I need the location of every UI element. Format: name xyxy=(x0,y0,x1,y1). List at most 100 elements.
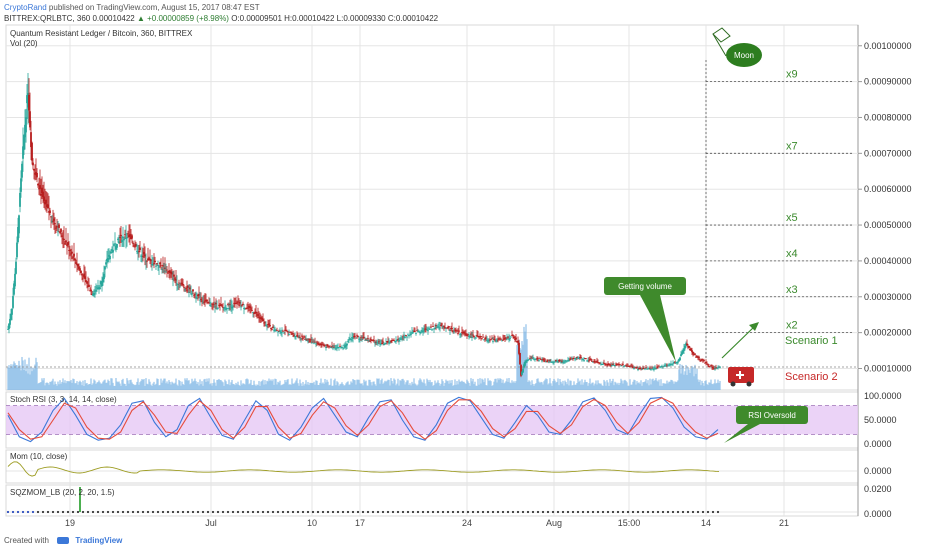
volume-bar xyxy=(266,380,268,390)
created-with-text: Created with xyxy=(4,536,49,545)
volume-bar xyxy=(242,383,244,390)
candle-body xyxy=(367,338,369,340)
candle-body xyxy=(603,362,605,364)
candle-body xyxy=(179,285,181,287)
candle-body xyxy=(627,366,629,367)
candle-body xyxy=(315,343,317,345)
candle-body xyxy=(90,289,92,292)
volume-bar xyxy=(634,380,636,390)
volume-bar xyxy=(134,385,136,390)
author-link[interactable]: CryptoRand xyxy=(4,3,47,12)
candle-body xyxy=(432,326,434,327)
volume-bar xyxy=(567,378,569,390)
candle-body xyxy=(408,335,410,337)
candle-body xyxy=(664,365,666,367)
sqz-dot xyxy=(11,510,15,514)
sqz-dot xyxy=(181,510,185,514)
candle-body xyxy=(309,340,311,342)
candle-body xyxy=(665,365,667,367)
volume-bar xyxy=(639,383,641,390)
candle-body xyxy=(210,305,212,307)
candle-body xyxy=(601,364,603,365)
candle-body xyxy=(410,334,412,335)
candle-body xyxy=(219,305,221,306)
candle-body xyxy=(137,252,139,254)
volume-bar xyxy=(612,378,614,390)
candle-body xyxy=(595,361,597,363)
candle-body xyxy=(321,344,323,346)
candle-body xyxy=(541,360,543,362)
candle-body xyxy=(24,124,26,138)
volume-bar xyxy=(618,384,620,390)
volume-bar xyxy=(385,381,387,390)
volume-bar xyxy=(677,380,679,390)
volume-bar xyxy=(475,385,477,390)
volume-bar xyxy=(514,382,516,390)
volume-bar xyxy=(25,371,27,390)
volume-bar xyxy=(486,385,488,390)
volume-bar xyxy=(379,383,381,390)
volume-bar xyxy=(281,384,283,390)
volume-bar xyxy=(315,380,317,390)
candle-body xyxy=(296,334,298,336)
candle-body xyxy=(488,340,490,341)
candle-body xyxy=(652,368,654,370)
volume-bar xyxy=(287,379,289,390)
candle-body xyxy=(124,234,126,236)
candle-body xyxy=(250,308,252,310)
volume-bar xyxy=(188,380,190,390)
candle-body xyxy=(636,367,638,369)
volume-bar xyxy=(203,379,205,390)
volume-bar xyxy=(191,378,193,390)
volume-bar xyxy=(686,375,688,390)
volume-bar xyxy=(100,383,102,390)
candle-body xyxy=(265,325,267,327)
candle-body xyxy=(422,331,424,333)
volume-bar xyxy=(229,385,231,390)
sqz-dot xyxy=(66,510,70,514)
volume-bar xyxy=(615,382,617,390)
candle-body xyxy=(180,283,182,285)
candle-body xyxy=(428,328,430,330)
candle-body xyxy=(494,339,496,341)
volume-bar xyxy=(663,383,665,390)
volume-bar xyxy=(364,381,366,390)
volume-bar xyxy=(473,384,475,390)
candle-body xyxy=(436,327,438,329)
volume-bar xyxy=(230,382,232,390)
candle-body xyxy=(514,339,516,340)
volume-bar xyxy=(212,383,214,390)
candle-body xyxy=(53,218,55,221)
volume-bar xyxy=(157,379,159,390)
candle-body xyxy=(459,334,461,336)
candle-body xyxy=(162,264,164,267)
volume-bar xyxy=(48,384,50,390)
candle-body xyxy=(176,283,178,285)
candle-body xyxy=(202,301,204,303)
volume-bar xyxy=(84,379,86,390)
volume-bar xyxy=(59,380,61,390)
candle-body xyxy=(282,330,284,332)
volume-bar xyxy=(687,366,689,390)
candle-body xyxy=(446,327,448,329)
candle-body xyxy=(443,325,445,327)
volume-bar xyxy=(431,381,433,390)
candle-body xyxy=(421,330,423,332)
candle-body xyxy=(716,367,718,369)
volume-bar xyxy=(38,382,40,390)
volume-bar xyxy=(580,384,582,390)
candle-body xyxy=(650,368,652,370)
volume-bar xyxy=(552,381,554,390)
candle-body xyxy=(105,262,107,265)
volume-bar xyxy=(574,384,576,390)
volume-bar xyxy=(392,383,394,390)
candle-body xyxy=(77,264,79,267)
candle-body xyxy=(277,331,279,333)
volume-bar xyxy=(443,385,445,390)
candle-body xyxy=(552,361,554,363)
sqz-dot xyxy=(111,510,115,514)
tradingview-link[interactable]: TradingView xyxy=(75,536,123,545)
target-level-label: x4 xyxy=(786,248,798,260)
candle-body xyxy=(37,183,39,186)
